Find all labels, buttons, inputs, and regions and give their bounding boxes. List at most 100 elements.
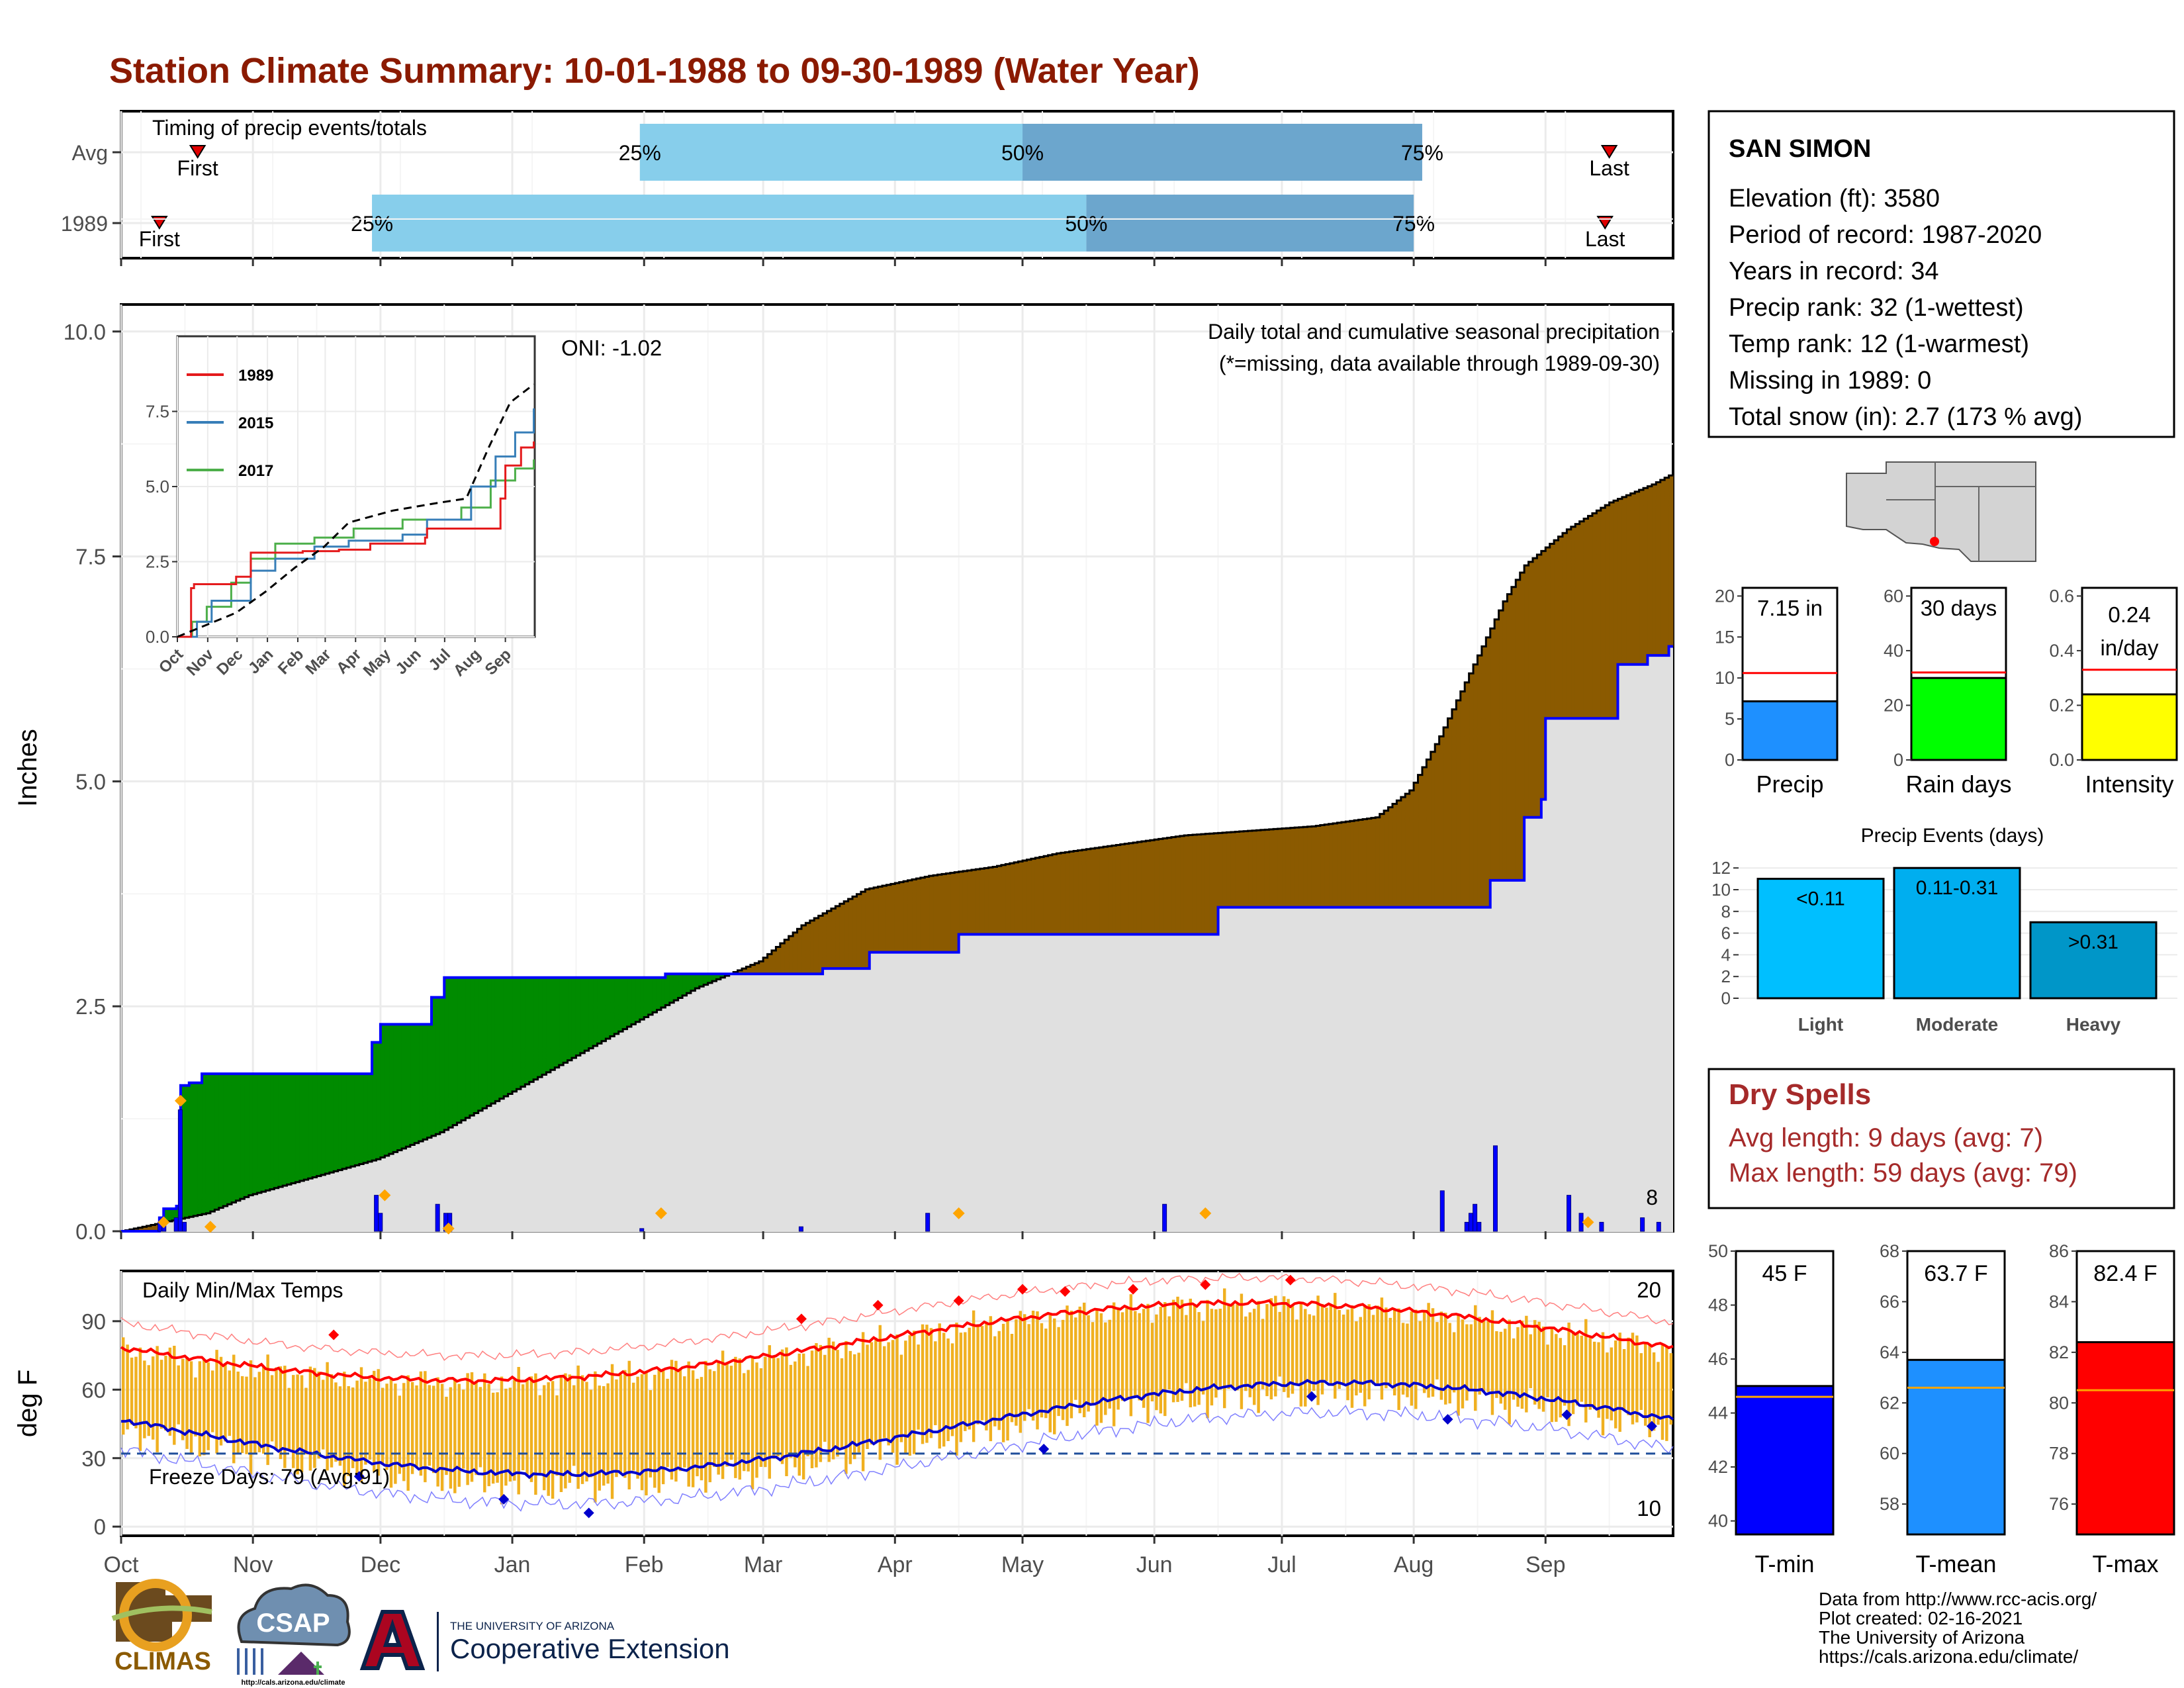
temp-summary-tick-label: 60	[1880, 1444, 1899, 1464]
temp-summary-value: 63.7 F	[1924, 1261, 1987, 1286]
daily-precip-bar	[1464, 1221, 1469, 1232]
precip-events-bar-label: <0.11	[1796, 888, 1845, 910]
daily-precip-bar	[1473, 1203, 1478, 1232]
summary-bar-tick-label: 0	[1893, 750, 1903, 770]
summary-bar-label: Rain days	[1905, 771, 2011, 798]
last-event-marker	[1600, 145, 1618, 159]
temp-summary-tick-label: 64	[1880, 1342, 1899, 1362]
temp-summary-tick-label: 62	[1880, 1393, 1899, 1413]
precip-events-bar	[1893, 867, 2021, 1000]
daily-precip-bar	[1640, 1217, 1645, 1232]
temp-summary-bar	[1735, 1385, 1835, 1536]
daily-precip-bar	[173, 1217, 179, 1232]
daily-precip-bar	[1468, 1213, 1473, 1232]
station-info-line: Total snow (in): 2.7 (173 % avg)	[1729, 403, 2082, 431]
inset-series-2017	[177, 459, 535, 638]
summary-bar	[1741, 700, 1839, 761]
temp-summary-value: 45 F	[1762, 1261, 1807, 1286]
summary-bar-value: 30 days	[1921, 596, 1997, 620]
ua-logo: THE UNIVERSITY OF ARIZONA Cooperative Ex…	[359, 1610, 730, 1671]
average-min-line	[120, 1379, 1674, 1479]
temp-summary-tick-label: 42	[1708, 1457, 1728, 1477]
min-count-label: 10	[1637, 1496, 1661, 1521]
daily-precip-bar	[925, 1213, 931, 1232]
summary-bar-tick-label: 20	[1715, 586, 1735, 606]
temp-panel: 0 30 60 90 Daily Min/Max Temps Freeze Days:…	[13, 1270, 1674, 1577]
inset-legend-label: 2015	[238, 414, 273, 432]
precip-events-category: Moderate	[1916, 1014, 1998, 1035]
temp-summary-tick-label: 86	[2049, 1241, 2069, 1261]
credit-line: https://cals.arizona.edu/climate/	[1819, 1646, 2078, 1667]
csap-url-text: http://cals.arizona.edu/climate	[241, 1679, 345, 1687]
page-title: Station Climate Summary: 10-01-1988 to 0…	[109, 51, 1200, 91]
freeze-days-label: Freeze Days: 79 (Avg:91)	[149, 1465, 390, 1489]
summary-bar-tick-label: 0.0	[2049, 750, 2074, 770]
record-high-marker	[1200, 1279, 1211, 1290]
station-info-box: SAN SIMON Elevation (ft): 3580 Period of …	[1707, 110, 2175, 438]
year-cumulative-line	[121, 645, 1673, 1233]
summary-bar-tick-label: 5	[1725, 709, 1735, 729]
summary-bar-tick-label: 15	[1715, 627, 1735, 647]
precip-events-title: Precip Events (days)	[1861, 825, 2044, 847]
event-marker	[655, 1207, 667, 1219]
precip-events-tick-label: 0	[1721, 988, 1731, 1008]
average-cumulative-line	[121, 474, 1673, 1233]
q25-label: 25%	[351, 212, 393, 236]
temp-y-tick-label: 90	[81, 1309, 106, 1334]
temp-summary-label: T-min	[1755, 1550, 1815, 1577]
dry-spells-title: Dry Spells	[1729, 1078, 1871, 1111]
temp-panel-label: Daily Min/Max Temps	[142, 1278, 343, 1302]
first-event-marker	[189, 145, 206, 159]
station-info-line: Missing in 1989: 0	[1729, 367, 1931, 395]
summary-bar-label: Precip	[1756, 771, 1823, 798]
month-label: Aug	[1394, 1552, 1434, 1577]
summary-bar-tick-label: 0.6	[2049, 586, 2074, 606]
timing-q25-q50-bar	[639, 124, 1023, 181]
temp-summary-bar	[2075, 1341, 2175, 1536]
summary-bar-label: Intensity	[2085, 771, 2173, 798]
month-label: Apr	[878, 1552, 913, 1577]
precip-caption: Daily total and cumulative seasonal prec…	[1208, 320, 1660, 344]
climas-logo-text: CLIMAS	[114, 1648, 211, 1675]
inset-y-tick-label: 2.5	[146, 552, 169, 572]
ua-big-text: Cooperative Extension	[450, 1633, 730, 1664]
summary-bar-tick-label: 40	[1884, 641, 1903, 661]
month-label: Dec	[361, 1552, 400, 1577]
locator-map	[1846, 461, 2036, 562]
month-label: Nov	[233, 1552, 273, 1577]
temp-summary-tick-label: 82	[2049, 1342, 2069, 1362]
precip-events-tick-label: 2	[1721, 966, 1731, 986]
daily-precip-bar	[374, 1195, 379, 1232]
temp-summary-tick-label: 84	[2049, 1291, 2069, 1311]
max-count-label: 20	[1637, 1278, 1661, 1302]
timing-q25-q50-bar	[372, 195, 1087, 252]
daily-precip-bar	[1162, 1203, 1167, 1232]
month-label: Jul	[1267, 1552, 1296, 1577]
summary-bar	[2081, 693, 2178, 761]
temp-summary-tick-label: 80	[2049, 1393, 2069, 1413]
main-y-tick-label: 5.0	[75, 769, 106, 794]
precip-events-tick-label: 8	[1721, 902, 1731, 921]
inset-y-tick-label: 0.0	[146, 627, 169, 647]
oni-label: ONI: -1.02	[561, 336, 662, 360]
temp-summary-tick-label: 68	[1880, 1241, 1899, 1261]
month-label: Jan	[494, 1552, 531, 1577]
daily-temp-range-bars	[122, 1288, 1672, 1505]
temp-summary-tick-label: 58	[1880, 1494, 1899, 1514]
record-high-marker	[872, 1299, 884, 1311]
summary-bar-value: 0.24	[2108, 602, 2150, 627]
summary-bar-value: 7.15 in	[1757, 596, 1823, 620]
csap-logo: CSAP http://cals.arizona.edu/climate	[237, 1583, 351, 1687]
station-name: SAN SIMON	[1729, 135, 1871, 163]
csap-logo-text: CSAP	[256, 1609, 330, 1638]
month-label: Sep	[1525, 1552, 1566, 1577]
q50-label: 50%	[1065, 212, 1107, 236]
credit-line: The University of Arizona	[1819, 1627, 2025, 1648]
daily-precip-bar	[1492, 1145, 1498, 1232]
station-info-line: Precip rank: 32 (1-wettest)	[1729, 294, 2024, 322]
inches-axis-label: Inches	[13, 729, 42, 807]
q25-label: 25%	[619, 141, 661, 165]
dry-spells-max: Max length: 59 days (avg: 79)	[1729, 1158, 2077, 1188]
record-low-marker	[583, 1507, 594, 1519]
